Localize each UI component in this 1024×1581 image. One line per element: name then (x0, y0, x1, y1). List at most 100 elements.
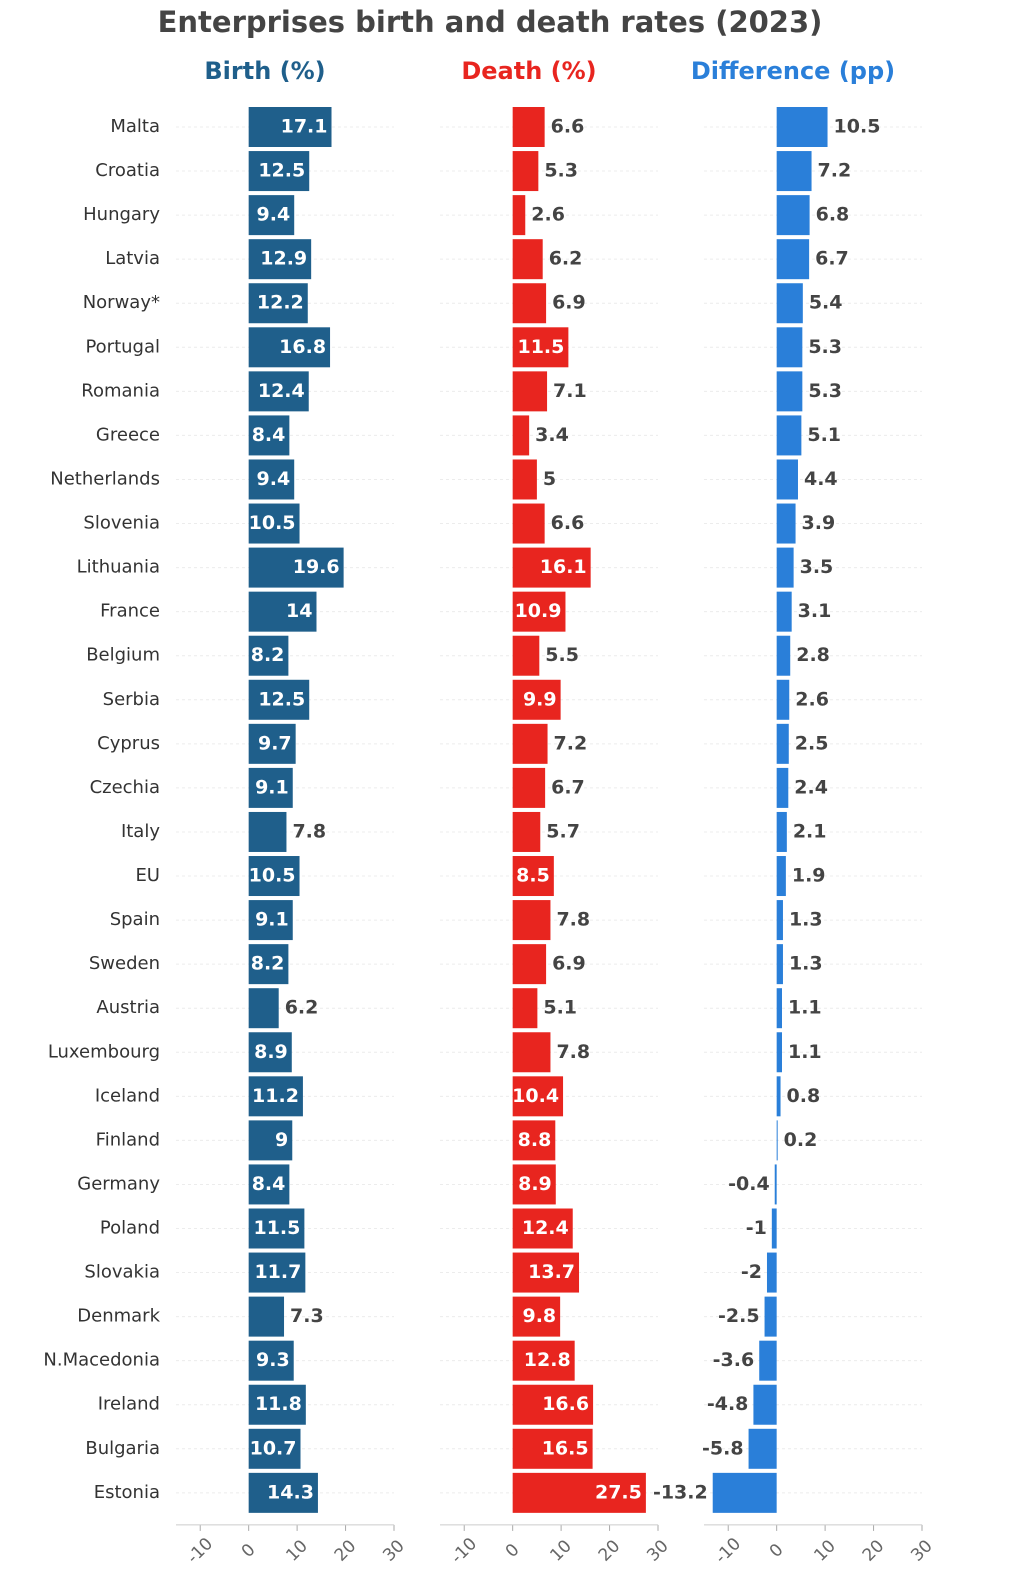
bar (776, 327, 803, 368)
value-label: 12.8 (524, 1349, 571, 1371)
category-label: Netherlands (50, 468, 160, 489)
bar (776, 811, 787, 852)
value-label: 8.9 (254, 1041, 288, 1063)
value-label: -2 (741, 1261, 762, 1283)
series-title: Difference (pp) (691, 57, 895, 85)
series-title: Death (%) (461, 57, 596, 85)
bar (512, 1076, 564, 1117)
bar (776, 195, 810, 236)
value-label: 5.1 (543, 997, 577, 1019)
bar (776, 1032, 782, 1073)
bar (776, 723, 789, 764)
value-label: 1.1 (788, 997, 822, 1019)
bar (248, 1252, 306, 1293)
value-label: 14 (286, 600, 312, 622)
value-label: 8.2 (251, 644, 285, 666)
value-label: 1.9 (792, 865, 826, 887)
value-label: 6.2 (549, 248, 583, 270)
bar (776, 547, 794, 588)
bar (248, 1428, 301, 1469)
bar (776, 371, 803, 412)
category-label: Romania (81, 380, 160, 401)
category-label: Luxembourg (48, 1041, 160, 1062)
value-label: 9.7 (258, 732, 292, 754)
bar (512, 371, 548, 412)
bar (776, 239, 810, 280)
value-label: -13.2 (653, 1481, 708, 1503)
value-label: 8.4 (252, 1173, 286, 1195)
value-label: 17.1 (281, 116, 328, 138)
x-tick-label: 0 (766, 1540, 788, 1562)
bar (248, 944, 289, 985)
bar (512, 1120, 556, 1161)
value-label: 8.9 (518, 1173, 552, 1195)
bar (512, 503, 545, 544)
category-label: Slovenia (83, 513, 160, 534)
value-label: 11.7 (254, 1261, 301, 1283)
value-label: 6.9 (552, 953, 586, 975)
bar (248, 856, 300, 897)
value-label: 12.4 (522, 1217, 569, 1239)
x-tick-label: 10 (282, 1536, 311, 1565)
value-label: -0.4 (728, 1173, 770, 1195)
value-label: 9.1 (255, 776, 289, 798)
bar (248, 811, 287, 852)
bar (512, 591, 566, 632)
bar (248, 151, 310, 192)
bar (248, 1384, 306, 1425)
value-label: 2.4 (794, 776, 828, 798)
value-label: 1.3 (789, 953, 823, 975)
bar (512, 547, 591, 588)
value-label: 3.4 (535, 424, 569, 446)
bar (776, 988, 782, 1029)
category-label: N.Macedonia (43, 1350, 160, 1371)
bar (248, 1472, 318, 1513)
category-label: Portugal (85, 336, 160, 357)
value-label: 10.7 (250, 1437, 297, 1459)
bar (512, 1032, 551, 1073)
value-label: 9.3 (256, 1349, 290, 1371)
bar (248, 723, 296, 764)
bar (512, 1472, 646, 1513)
value-label: 27.5 (595, 1481, 642, 1503)
category-label: Hungary (83, 204, 160, 225)
bar (248, 1340, 294, 1381)
bar (776, 900, 783, 941)
value-label: 9.9 (523, 688, 557, 710)
bar (512, 1208, 573, 1249)
bar (512, 811, 541, 852)
value-label: 8.2 (251, 953, 285, 975)
value-label: -1 (746, 1217, 767, 1239)
bar (248, 107, 332, 147)
value-label: 5.1 (807, 424, 841, 446)
bar (248, 1032, 292, 1073)
category-label: Cyprus (97, 733, 160, 754)
value-label: 10.5 (249, 865, 296, 887)
value-label: 0.8 (787, 1085, 821, 1107)
x-tick-label: 0 (238, 1540, 260, 1562)
bar (776, 635, 791, 676)
value-label: 3.9 (802, 512, 836, 534)
value-label: 16.6 (542, 1393, 589, 1415)
series-title: Birth (%) (204, 57, 325, 85)
bar (712, 1472, 777, 1513)
value-label: 10.4 (512, 1085, 559, 1107)
value-label: 9 (275, 1129, 288, 1151)
category-label: Italy (121, 821, 160, 842)
value-label: -3.6 (713, 1349, 755, 1371)
bar (248, 635, 289, 676)
value-label: 6.6 (551, 116, 585, 138)
x-tick-label: 30 (379, 1536, 408, 1565)
x-tick-label: -10 (711, 1534, 745, 1568)
bar (512, 635, 540, 676)
bar (512, 723, 548, 764)
bar (764, 1296, 777, 1337)
bar (776, 415, 802, 456)
category-label: Croatia (95, 160, 160, 181)
value-label: -2.5 (718, 1305, 760, 1327)
bar (776, 591, 792, 632)
value-label: -4.8 (707, 1393, 749, 1415)
bar (248, 371, 309, 412)
bar (512, 327, 569, 368)
bar (248, 459, 295, 500)
